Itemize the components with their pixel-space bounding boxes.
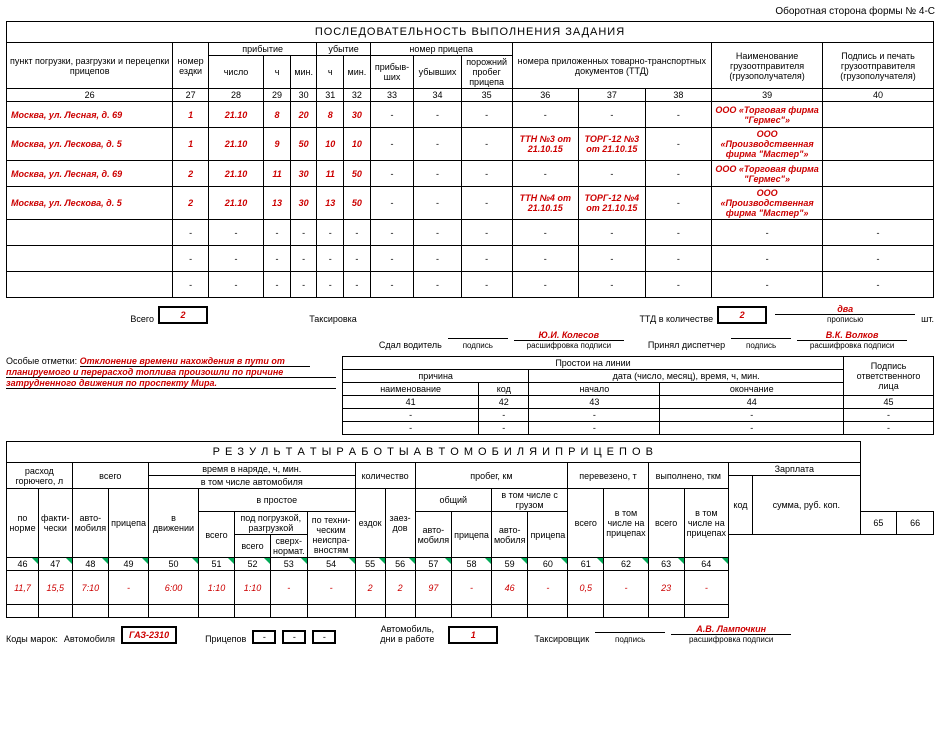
table-row: Москва, ул. Лескова, д. 5121.109501010--… [7, 128, 934, 161]
notes-label: Особые отметки: [6, 356, 77, 366]
codes-label: Коды марок: [6, 634, 58, 644]
taksirovka: Таксировка [268, 314, 398, 324]
propis: прописью [775, 315, 915, 324]
total-label: Всего [6, 314, 158, 324]
days-value: 1 [448, 626, 498, 644]
table-row: Москва, ул. Лесная, д. 69221.1011301150-… [7, 161, 934, 187]
section1-title: ПОСЛЕДОВАТЕЛЬНОСТЬ ВЫПОЛНЕНИЯ ЗАДАНИЯ [7, 22, 934, 43]
disp-label: Принял диспетчер [648, 340, 725, 350]
ttd-label: ТТД в количестве [639, 314, 717, 324]
col-35: порожний пробег прицепа [461, 56, 512, 89]
col-34: убывших [414, 56, 461, 89]
driver-name: Ю.И. Колесов [514, 330, 624, 341]
form-header: Оборотная сторона формы № 4-С [6, 6, 935, 17]
days-label: Автомобиль, дни в работе [372, 624, 442, 644]
total-rides: 2 [158, 306, 208, 324]
auto-code: ГАЗ-2310 [121, 626, 177, 644]
notes-2: планируемого и перерасход топлива произо… [6, 367, 336, 378]
col-30: мин. [290, 56, 317, 89]
trailer-label: Прицепов [205, 634, 246, 644]
table-row: Москва, ул. Лесная, д. 69121.10820830---… [7, 102, 934, 128]
col-32: мин. [344, 56, 371, 89]
col-arrival: прибытие [208, 43, 317, 56]
table-row: Москва, ул. Лескова, д. 5221.1013301350-… [7, 187, 934, 220]
table-row: -------------- [7, 220, 934, 246]
trailer-box-1: - [252, 630, 276, 644]
disp-name: В.К. Волков [797, 330, 907, 341]
section2-title: Р Е З У Л Ь Т А Т Ы Р А Б О Т Ы А В Т О … [7, 442, 861, 463]
data-rows: Москва, ул. Лесная, д. 69121.10820830---… [7, 102, 934, 298]
downtime-table: Простои на линииПодпись ответственного л… [342, 356, 934, 435]
sequence-table: ПОСЛЕДОВАТЕЛЬНОСТЬ ВЫПОЛНЕНИЯ ЗАДАНИЯ пу… [6, 21, 934, 298]
units: шт. [915, 314, 934, 324]
ttd-count: 2 [717, 306, 767, 324]
tax-label: Таксировщик [534, 634, 589, 644]
notes-3: затрудненного движения по проспекту Мира… [6, 378, 336, 389]
col-ttd: номера приложенных товарно-транспортных … [512, 43, 712, 89]
ttd-word: два [775, 304, 915, 315]
col-33: прибыв-ших [370, 56, 414, 89]
col-40: Подпись и печать грузоотправителя (грузо… [823, 43, 934, 89]
col-27: номер ездки [173, 43, 208, 89]
col-39: Наименование грузоотправителя (грузополу… [712, 43, 823, 89]
table-row: -------------- [7, 272, 934, 298]
driver-label: Сдал водитель [379, 340, 442, 350]
results-table: Р Е З У Л Ь Т А Т Ы Р А Б О Т Ы А В Т О … [6, 441, 934, 618]
col-departure: убытие [317, 43, 370, 56]
notes-1: Отклонение времени нахождения в пути от [80, 356, 310, 367]
col-numbers: 262728 293031 323334 35 363738 3940 [7, 89, 934, 102]
col-28: число [208, 56, 263, 89]
table-row: -------------- [7, 246, 934, 272]
tax-name: А.В. Лампочкин [671, 624, 791, 635]
col-29: ч [264, 56, 291, 89]
col-31: ч [317, 56, 344, 89]
auto-label: Автомобиля [64, 634, 115, 644]
trailer-box-2: - [282, 630, 306, 644]
col-trailer: номер прицепа [370, 43, 512, 56]
col-26: пункт погрузки, разгрузки и перецепки пр… [7, 43, 173, 89]
trailer-box-3: - [312, 630, 336, 644]
